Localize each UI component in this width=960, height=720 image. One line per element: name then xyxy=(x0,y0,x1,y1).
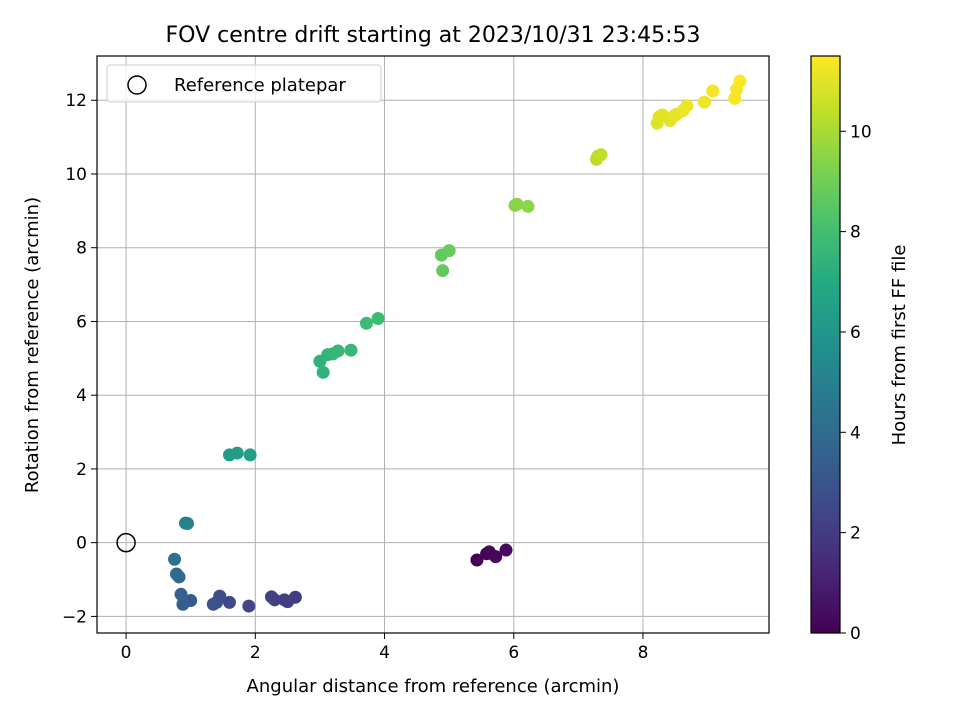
data-point xyxy=(316,365,330,379)
y-tick-label: 12 xyxy=(65,91,87,111)
chart-title: FOV centre drift starting at 2023/10/31 … xyxy=(166,23,701,48)
data-point xyxy=(489,550,503,564)
plot-frame xyxy=(96,55,770,634)
y-tick-label: 10 xyxy=(65,165,87,185)
data-point xyxy=(174,587,188,601)
legend-marker-icon xyxy=(127,75,147,95)
data-point xyxy=(697,95,711,109)
x-tick-label: 0 xyxy=(121,643,132,663)
colorbar-ticks: 0 2 4 6 8 10 xyxy=(840,122,872,644)
x-axis-label: Angular distance from reference (arcmin) xyxy=(247,676,620,697)
colorbar-tick-label: 2 xyxy=(850,524,861,544)
y-tick-label: 8 xyxy=(76,239,87,259)
reference-platepar-marker xyxy=(116,532,136,553)
y-axis-label: Rotation from reference (arcmin) xyxy=(22,197,43,493)
colorbar-tick-label: 10 xyxy=(850,122,872,142)
colorbar-tick-label: 4 xyxy=(850,423,861,443)
data-point xyxy=(499,543,513,557)
data-point xyxy=(230,446,244,460)
y-tick-label: 2 xyxy=(76,460,87,480)
y-tick-label: −2 xyxy=(62,607,87,627)
y-tick-label: 0 xyxy=(76,534,87,554)
data-point xyxy=(264,590,278,604)
colorbar xyxy=(810,55,841,634)
x-axis-ticks: 0 2 4 6 8 xyxy=(121,633,649,663)
x-tick-label: 8 xyxy=(638,643,649,663)
legend-label: Reference platepar xyxy=(174,75,346,96)
colorbar-tick-label: 0 xyxy=(850,624,861,644)
colorbar-label: Hours from first FF file xyxy=(889,245,910,446)
data-point xyxy=(371,312,385,326)
data-point xyxy=(436,264,450,278)
data-point xyxy=(169,567,183,581)
data-point xyxy=(359,316,373,330)
data-point xyxy=(442,244,456,258)
data-point xyxy=(510,197,524,211)
x-tick-label: 6 xyxy=(508,643,519,663)
grid-lines xyxy=(97,56,769,633)
data-point xyxy=(521,199,535,213)
x-tick-label: 2 xyxy=(250,643,261,663)
y-tick-label: 6 xyxy=(76,312,87,332)
colorbar-tick-label: 6 xyxy=(850,323,861,343)
data-point xyxy=(222,595,236,609)
colorbar-tick-label: 8 xyxy=(850,223,861,243)
data-point xyxy=(594,148,608,162)
data-point xyxy=(706,84,720,98)
data-point xyxy=(733,74,747,88)
y-axis-ticks: −2 0 2 4 6 8 10 12 xyxy=(62,91,97,627)
data-point xyxy=(344,343,358,357)
legend-box xyxy=(106,64,382,103)
data-point xyxy=(243,448,257,462)
legend: Reference platepar xyxy=(106,64,382,103)
data-point xyxy=(168,552,182,566)
data-point xyxy=(470,553,484,567)
data-point xyxy=(331,344,345,358)
data-point xyxy=(277,593,291,607)
data-point xyxy=(176,597,190,611)
scatter-points xyxy=(168,74,747,613)
data-point xyxy=(180,516,194,530)
x-tick-label: 4 xyxy=(379,643,390,663)
data-point xyxy=(242,599,256,613)
y-tick-label: 4 xyxy=(76,386,87,406)
data-point xyxy=(206,597,220,611)
data-point xyxy=(680,99,694,113)
